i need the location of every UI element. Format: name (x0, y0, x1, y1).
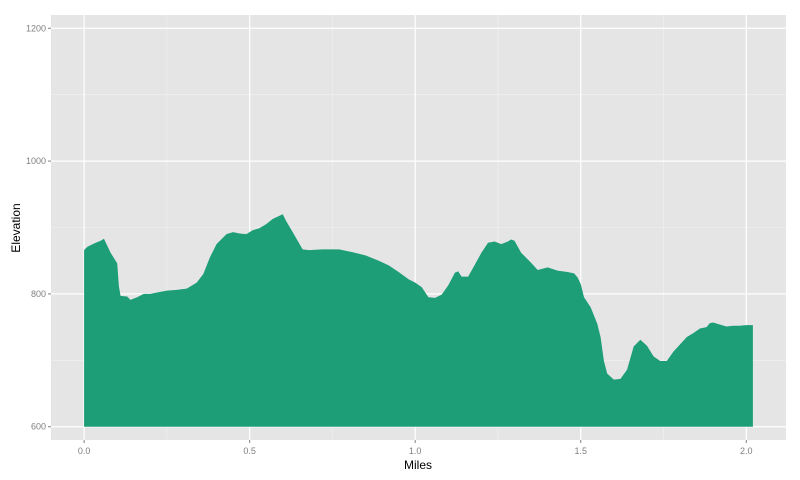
y-axis-title: Elevation (9, 203, 23, 252)
y-tick-label: 1200 (26, 23, 46, 33)
x-tick-label: 1.0 (409, 446, 422, 456)
x-axis-ticks: 0.0 0.5 1.0 1.5 2.0 (78, 440, 753, 456)
x-tick-label: 1.5 (574, 446, 587, 456)
x-tick-label: 2.0 (740, 446, 753, 456)
y-tick-label: 1000 (26, 156, 46, 166)
y-axis-ticks: 600 800 1000 1200 (26, 23, 51, 432)
x-axis-title: Miles (404, 458, 432, 472)
y-tick-label: 800 (31, 289, 46, 299)
x-tick-label: 0.5 (243, 446, 256, 456)
x-tick-label: 0.0 (78, 446, 91, 456)
minor-grid (51, 15, 786, 440)
y-tick-label: 600 (31, 422, 46, 432)
area-layer (84, 214, 753, 427)
elevation-area (84, 214, 753, 427)
